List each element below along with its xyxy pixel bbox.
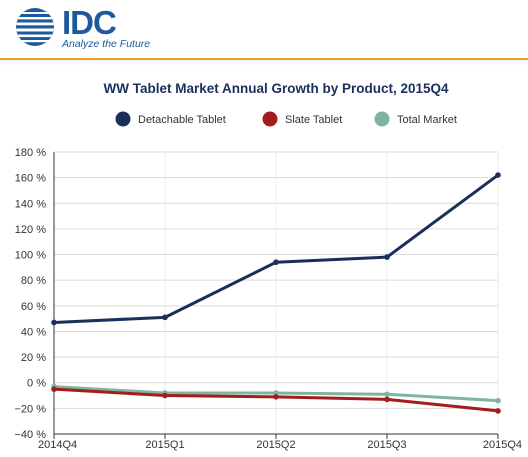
y-tick-label: 60 % xyxy=(21,301,46,313)
legend-item-total-market[interactable]: Total Market xyxy=(374,111,457,127)
x-tick-label: 2015Q3 xyxy=(367,439,406,451)
x-tick-label: 2015Q4 xyxy=(483,439,522,451)
legend-label: Slate Tablet xyxy=(285,114,342,126)
y-tick-label: 120 % xyxy=(15,224,46,236)
data-point-slate-tablet[interactable] xyxy=(495,408,501,414)
data-point-detachable-tablet[interactable] xyxy=(384,254,390,260)
data-point-total-market[interactable] xyxy=(384,391,390,398)
data-point-slate-tablet[interactable] xyxy=(51,386,57,392)
legend-item-slate-tablet[interactable]: Slate Tablet xyxy=(262,111,343,127)
data-point-detachable-tablet[interactable] xyxy=(51,319,57,326)
y-tick-label: −40 % xyxy=(15,429,47,441)
y-tick-label: 80 % xyxy=(21,275,46,287)
series-detachable-tablet xyxy=(51,172,501,326)
x-axis: 2014Q4 2015Q1 2015Q2 2015Q3 2015Q4 xyxy=(38,433,522,451)
legend-marker xyxy=(262,111,278,127)
data-point-detachable-tablet[interactable] xyxy=(162,314,168,321)
chart-title: WW Tablet Market Annual Growth by Produc… xyxy=(103,81,449,96)
x-tick-label: 2015Q2 xyxy=(256,439,295,451)
data-point-total-market[interactable] xyxy=(273,390,279,396)
data-point-slate-tablet[interactable] xyxy=(384,396,390,403)
series-slate-tablet xyxy=(51,386,501,414)
idc-logo[interactable]: IDC Analyze the Future xyxy=(14,4,154,50)
legend-label: Detachable Tablet xyxy=(138,114,226,126)
chart-legend: Detachable Tablet Slate Tablet Total Marke… xyxy=(115,111,457,127)
legend-marker xyxy=(374,111,390,127)
logo-tagline: Analyze the Future xyxy=(62,38,151,50)
logo-wordmark: IDC xyxy=(62,4,117,41)
x-tick-label: 2015Q1 xyxy=(145,439,184,451)
y-tick-label: 160 % xyxy=(15,173,46,185)
y-axis: 180 % 160 % 140 % 120 % 100 % 80 % 60 % 40 % 20 … xyxy=(15,147,55,441)
y-tick-label: 180 % xyxy=(15,147,46,159)
y-tick-label: −20 % xyxy=(15,403,47,415)
data-point-detachable-tablet[interactable] xyxy=(273,259,279,266)
y-tick-label: 100 % xyxy=(15,250,46,262)
chart-grid xyxy=(54,151,499,435)
header-divider xyxy=(0,58,528,60)
legend-marker xyxy=(115,111,131,127)
data-point-total-market[interactable] xyxy=(495,397,501,404)
x-tick-label: 2014Q4 xyxy=(38,439,77,451)
legend-label: Total Market xyxy=(397,114,457,126)
y-tick-label: 0 % xyxy=(27,378,46,390)
data-point-detachable-tablet[interactable] xyxy=(495,172,501,178)
globe-icon xyxy=(16,8,54,46)
legend-item-detachable-tablet[interactable]: Detachable Tablet xyxy=(115,111,226,127)
y-tick-label: 40 % xyxy=(21,326,46,338)
data-point-slate-tablet[interactable] xyxy=(273,394,279,400)
plot-area xyxy=(51,172,501,414)
header: IDC Analyze the Future xyxy=(0,0,528,58)
header-band xyxy=(0,60,528,66)
y-tick-label: 20 % xyxy=(21,352,46,364)
y-tick-label: 140 % xyxy=(15,198,46,210)
data-point-slate-tablet[interactable] xyxy=(162,392,168,399)
